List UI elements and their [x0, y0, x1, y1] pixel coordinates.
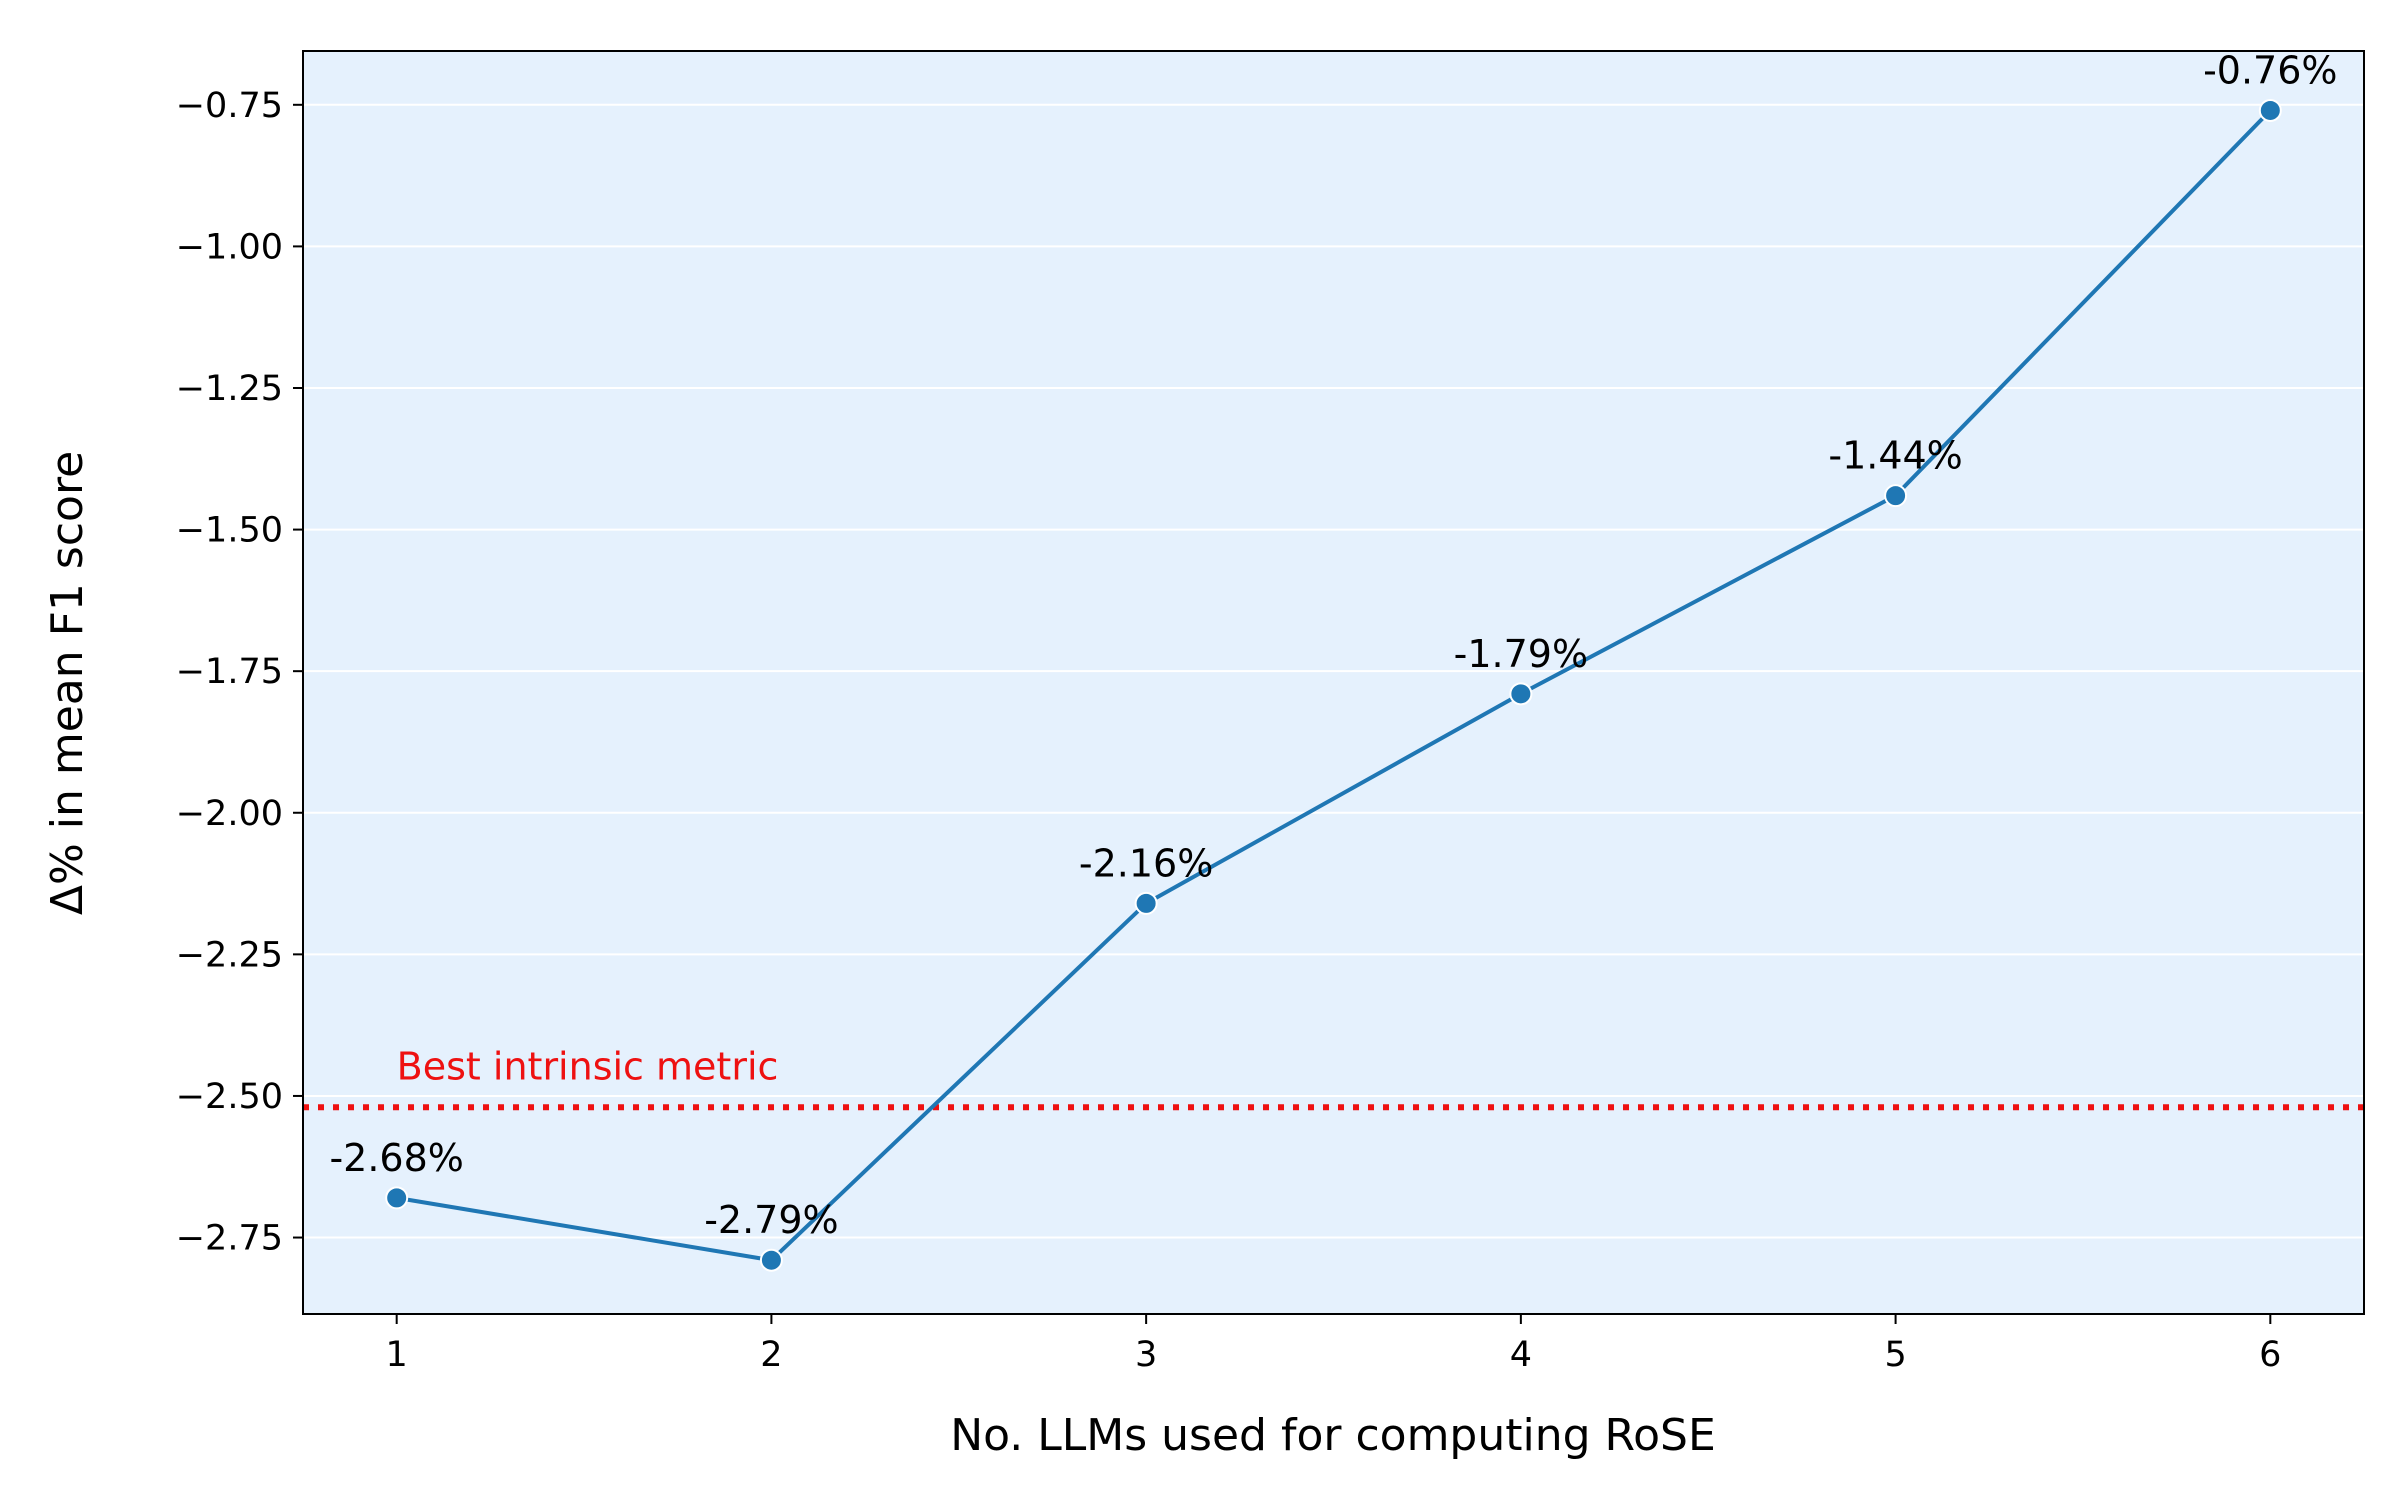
data-label: -1.79%	[1454, 632, 1588, 676]
y-tick-label: −1.75	[176, 652, 283, 692]
y-tick-label: −0.75	[176, 86, 283, 126]
reference-line-group: Best intrinsic metric	[303, 1044, 2364, 1111]
plot-frame	[302, 50, 2365, 1315]
x-tick-label: 5	[1884, 1335, 1906, 1375]
y-tick-label: −1.25	[176, 369, 283, 409]
data-point	[2258, 98, 2282, 122]
y-tick-label: −1.00	[176, 227, 283, 267]
series-line	[396, 109, 2272, 1263]
data-point	[759, 1248, 783, 1272]
series-group: -2.68% -2.79% -2.16% -1.79% -1.44% -0.76%	[329, 48, 2338, 1272]
grid-lines	[303, 103, 2364, 1239]
x-tick-label: 4	[1510, 1335, 1532, 1375]
data-point	[1134, 891, 1158, 915]
x-axis-title: No. LLMs used for computing RoSE	[950, 1410, 1716, 1461]
y-tick-label: −2.75	[176, 1219, 283, 1259]
y-tick-label: −2.50	[176, 1077, 283, 1117]
reference-line-label: Best intrinsic metric	[397, 1044, 779, 1088]
data-point	[1884, 484, 1908, 508]
y-axis-title: Δ% in mean F1 score	[42, 451, 93, 915]
data-label: -0.76%	[2203, 48, 2337, 92]
y-tick-label: −2.25	[176, 935, 283, 975]
data-point	[1509, 682, 1533, 706]
data-label: -2.79%	[704, 1198, 838, 1242]
data-label: -1.44%	[1828, 434, 1962, 478]
data-label: -2.16%	[1079, 841, 1213, 885]
x-tick-label: 2	[760, 1335, 782, 1375]
data-point	[385, 1186, 409, 1210]
x-tick-label: 1	[386, 1335, 408, 1375]
y-tick-label: −2.00	[176, 794, 283, 834]
x-tick-label: 3	[1135, 1335, 1157, 1375]
y-axis: −2.75 −2.50 −2.25 −2.00 −1.75 −1.50 −1.25 −1.00…	[176, 86, 303, 1259]
data-label: -2.68%	[329, 1136, 463, 1180]
plot-background	[303, 51, 2364, 1314]
y-tick-label: −1.50	[176, 511, 283, 551]
x-axis: 1 2 3 4 5 6	[386, 1314, 2281, 1375]
x-tick-label: 6	[2259, 1335, 2281, 1375]
